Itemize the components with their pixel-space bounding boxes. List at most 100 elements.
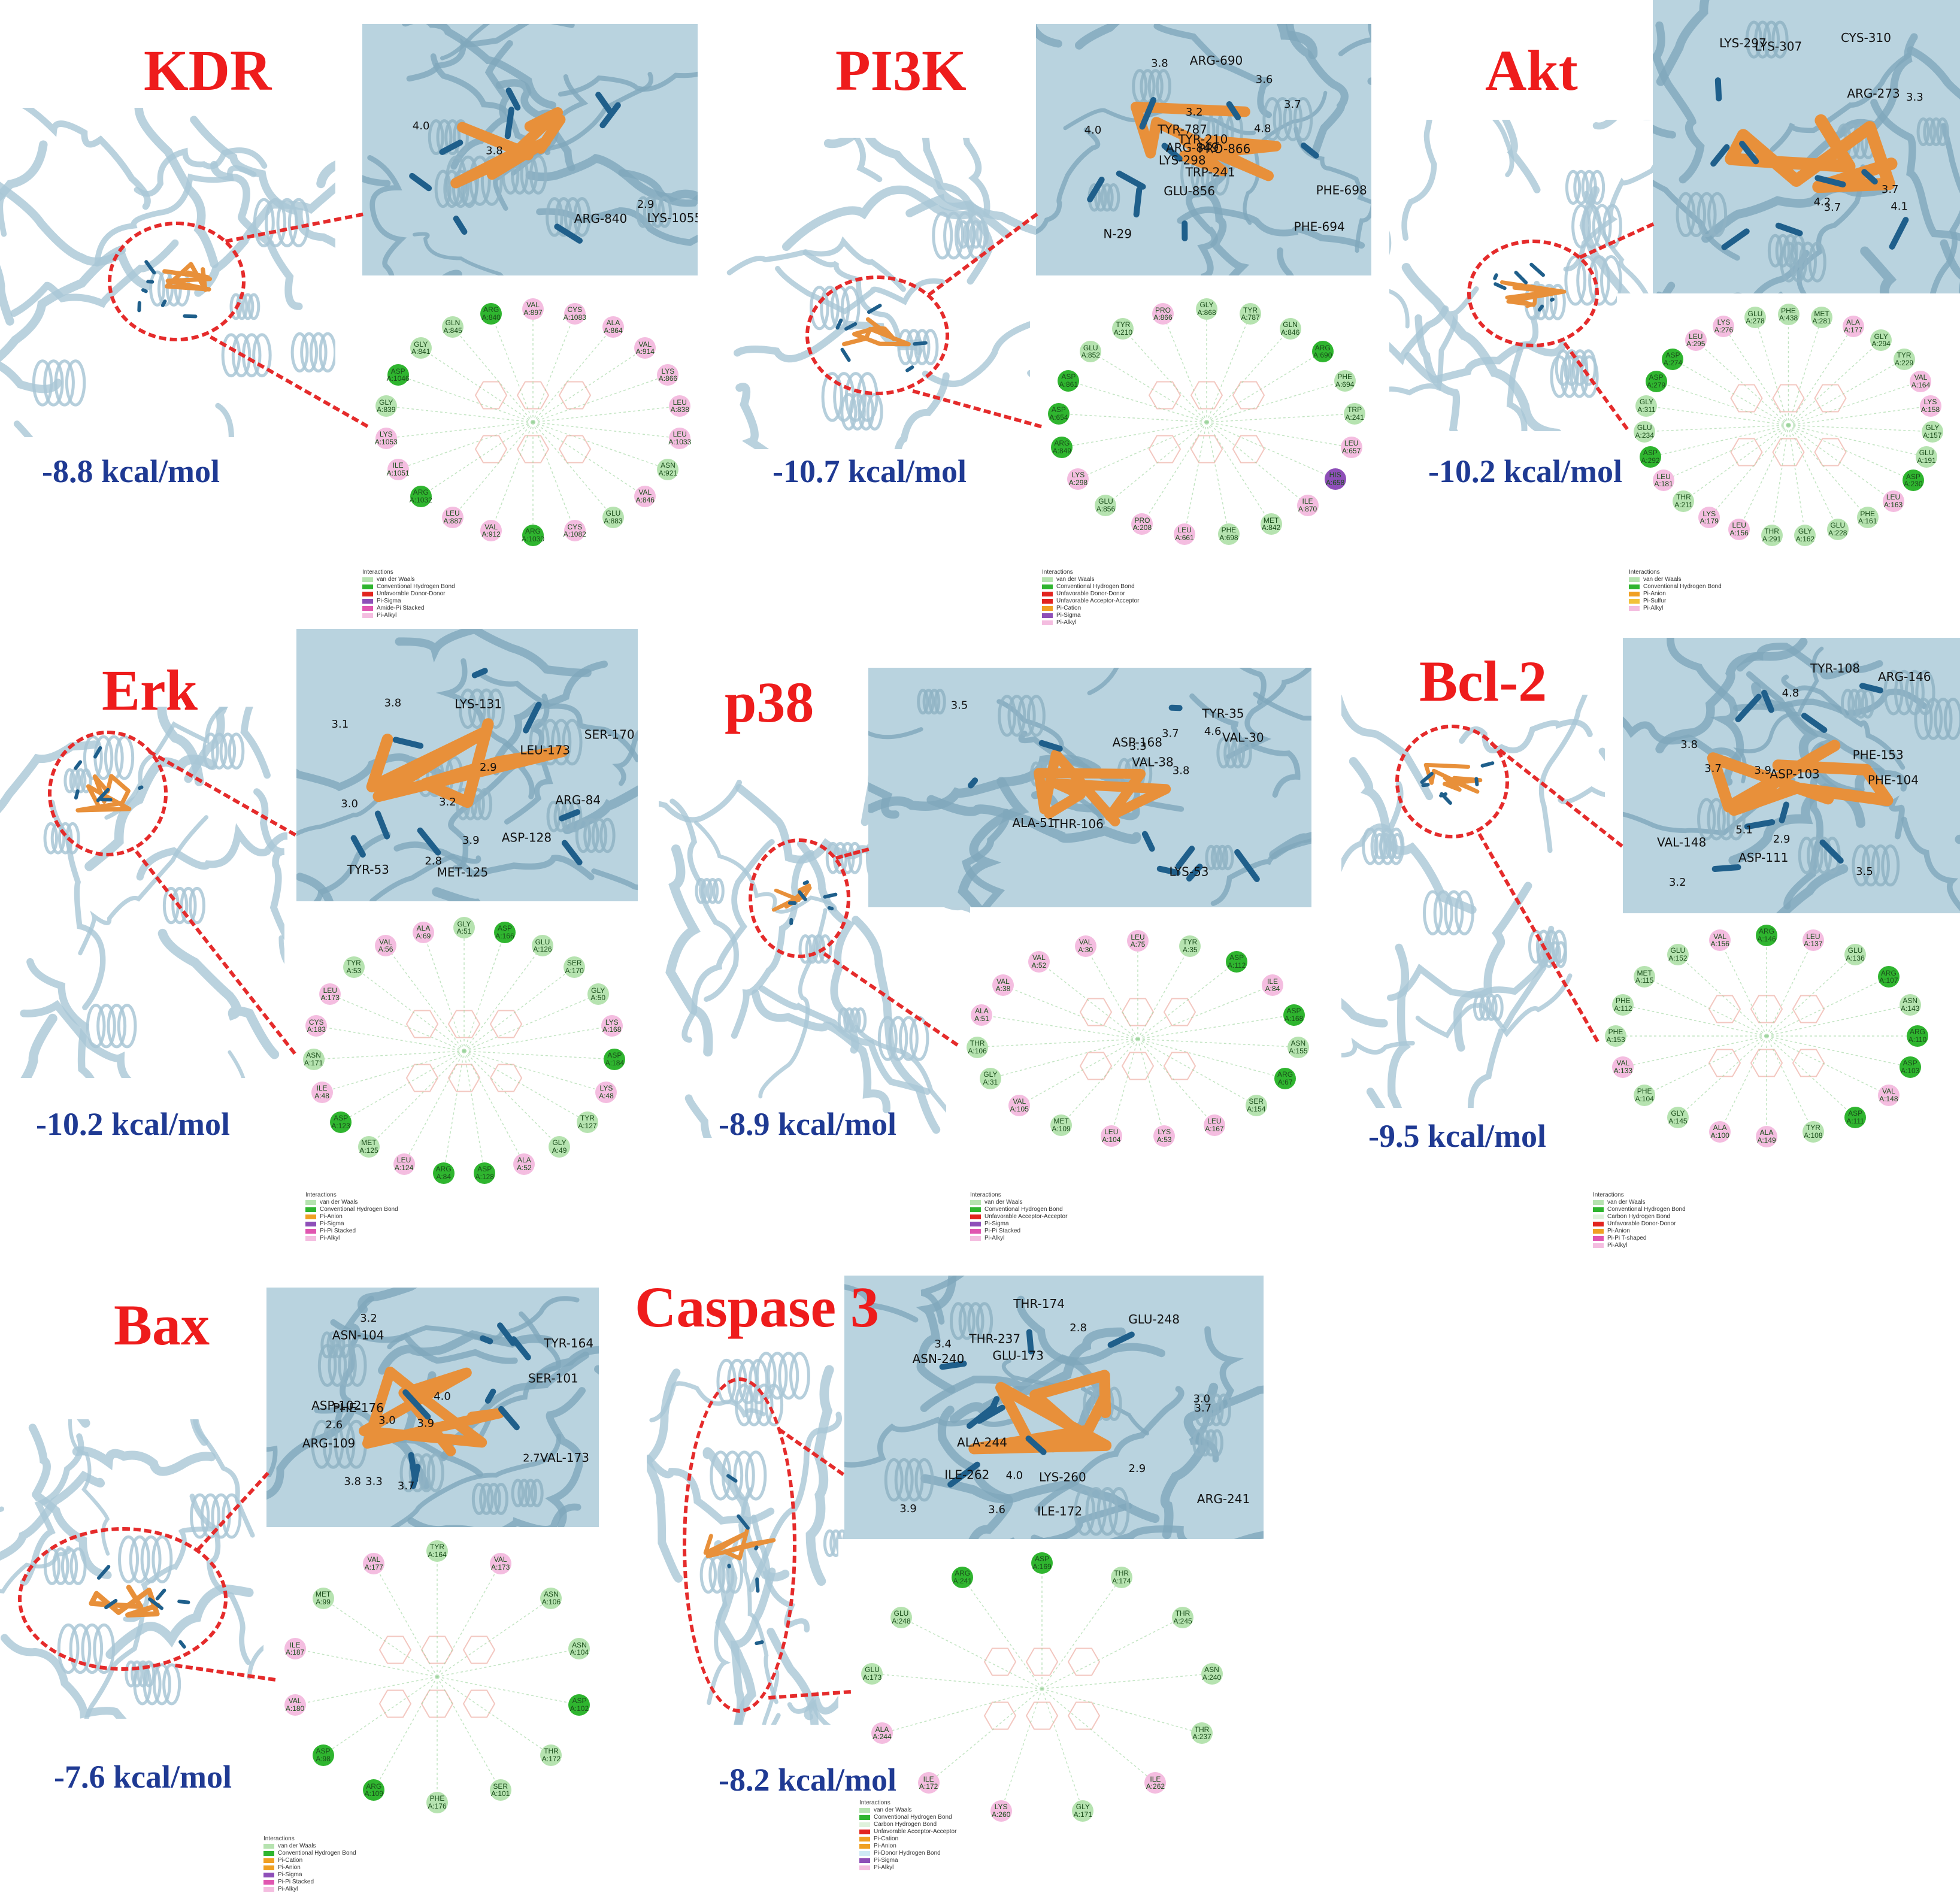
- closeup-render: GLU-248LYS-260ALA-244ILE-262ASN-240THR-2…: [844, 1276, 1264, 1539]
- protein-ribbon: [17, 424, 130, 437]
- legend-swatch: [1629, 592, 1640, 596]
- legend-label: Pi-Anion: [278, 1864, 301, 1871]
- protein-ribbon: [249, 1536, 263, 1677]
- residue-node: THR A:291: [1761, 525, 1783, 546]
- legend-swatch: [970, 1207, 981, 1212]
- legend-entry: Pi-Alkyl: [362, 612, 455, 619]
- legend-swatch: [1593, 1222, 1604, 1226]
- residue-node: GLN A:845: [442, 316, 464, 338]
- interaction-line: [1019, 1039, 1138, 1105]
- helix-turn: [119, 1005, 135, 1047]
- residue-label: THR-174: [1013, 1297, 1065, 1311]
- ligand-ring: [449, 1065, 480, 1092]
- residue-label: GLU-248: [1128, 1312, 1180, 1326]
- residue-label: PHE-694: [1294, 220, 1345, 234]
- legend-entry: Pi-Cation: [859, 1836, 956, 1843]
- residue-stick: [1779, 226, 1800, 234]
- interaction-line: [464, 1026, 612, 1051]
- residue-label: VAL-148: [1657, 835, 1706, 850]
- ligand-ring: [984, 1703, 1016, 1730]
- interaction-line: [533, 327, 613, 422]
- protein-ribbon: [594, 871, 638, 901]
- target-title: Bax: [114, 1297, 210, 1354]
- residue-node: ASP A:274: [1662, 349, 1683, 370]
- residue-node: TYR A:127: [577, 1111, 598, 1133]
- residue-label: PHE-698: [1316, 183, 1367, 198]
- legend-label: Pi-Alkyl: [874, 1864, 893, 1871]
- interaction-line: [533, 348, 645, 422]
- ligand-ring: [1233, 436, 1264, 463]
- legend-label: Carbon Hydrogen Bond: [874, 1821, 937, 1828]
- distance-label: 3.0: [341, 798, 358, 810]
- residue-node: ASP A:230: [1903, 470, 1924, 491]
- residue-stick: [1145, 834, 1152, 849]
- closeup-render: ARG-84TYR-53SER-170LYS-131ASP-128LEU-173…: [296, 629, 638, 901]
- legend-entry: Amide-Pi Stacked: [362, 605, 455, 612]
- protein-ribbon: [1653, 108, 1673, 147]
- legend-swatch: [263, 1880, 274, 1885]
- interaction-line: [1138, 985, 1273, 1039]
- residue-label: ARG-84: [555, 793, 601, 807]
- residue-node: ILE A:1051: [387, 459, 409, 480]
- residue-node: VAL A:897: [522, 298, 544, 320]
- residue-node: ILE A:48: [311, 1082, 333, 1103]
- residue-node: ASN A:171: [303, 1049, 325, 1070]
- residue-stick: [1724, 231, 1746, 247]
- legend-swatch: [362, 613, 373, 618]
- legend-swatch: [305, 1222, 316, 1226]
- protein-ribbon: [530, 159, 698, 203]
- residue-node: GLY A:311: [1635, 395, 1657, 417]
- interaction-line: [1767, 1036, 1813, 1132]
- interaction-line: [1696, 340, 1789, 425]
- residue-label: PHE-153: [1853, 747, 1904, 762]
- legend-entry: Unfavorable Acceptor-Acceptor: [859, 1828, 956, 1836]
- interaction-line: [1001, 1689, 1042, 1811]
- residue-node: VAL A:52: [1028, 951, 1050, 973]
- residue-node: GLU A:248: [890, 1607, 912, 1628]
- residue-node: TYR A:787: [1240, 303, 1261, 325]
- residue-stick: [1718, 80, 1719, 98]
- interaction-line: [1207, 314, 1250, 422]
- residue-label: PHE-104: [1868, 773, 1919, 788]
- interaction-line: [1142, 422, 1207, 524]
- distance-label: 3.2: [439, 796, 456, 808]
- interaction-line: [423, 932, 464, 1051]
- residue-node: LYS A:298: [1067, 468, 1089, 490]
- residue-node: GLN A:846: [1280, 318, 1301, 340]
- legend-entry: Pi-Alkyl: [859, 1864, 956, 1871]
- residue-node: MET A:115: [1634, 966, 1655, 988]
- residue-stick: [456, 219, 465, 232]
- legend-entry: Pi-Sigma: [305, 1220, 398, 1228]
- interaction-line: [1789, 425, 1838, 529]
- legend-entry: Pi-Pi Stacked: [970, 1228, 1067, 1235]
- distance-label: 3.2: [360, 1312, 377, 1325]
- residue-node: ARG A:67: [1274, 1068, 1296, 1089]
- legend-entry: Pi-Sigma: [859, 1857, 956, 1864]
- protein-ribbon: [1904, 820, 1960, 913]
- distance-label: 3.6: [988, 1503, 1005, 1516]
- residue-node: ARG A:84: [433, 1162, 455, 1184]
- residue-node: LEU A:137: [1803, 929, 1824, 951]
- legend-swatch: [305, 1200, 316, 1205]
- protein-ribbon: [1392, 947, 1407, 1108]
- interaction-line: [981, 1015, 1138, 1039]
- protein-ribbon: [1341, 24, 1371, 54]
- distance-label: 2.8: [425, 855, 442, 868]
- legend-swatch: [1042, 613, 1053, 618]
- residue-label: GLU-856: [1164, 184, 1215, 198]
- residue-node: LEU A:163: [1883, 490, 1904, 512]
- legend-label: Unfavorable Donor-Donor: [1607, 1220, 1676, 1228]
- legend-entry: Pi-Donor Hydrogen Bond: [859, 1850, 956, 1857]
- residue-node: GLU A:228: [1827, 519, 1849, 540]
- protein-ribbon: [767, 138, 879, 179]
- protein-ribbon: [370, 158, 401, 275]
- residue-stick: [1782, 805, 1786, 820]
- legend-entry: Pi-Pi Stacked: [263, 1879, 356, 1886]
- residue-node: THR A:106: [967, 1037, 988, 1058]
- legend-swatch: [1042, 599, 1053, 604]
- ligand-ring: [1149, 382, 1180, 409]
- legend-entry: Conventional Hydrogen Bond: [305, 1206, 398, 1213]
- residue-node: VAL A:173: [490, 1553, 511, 1574]
